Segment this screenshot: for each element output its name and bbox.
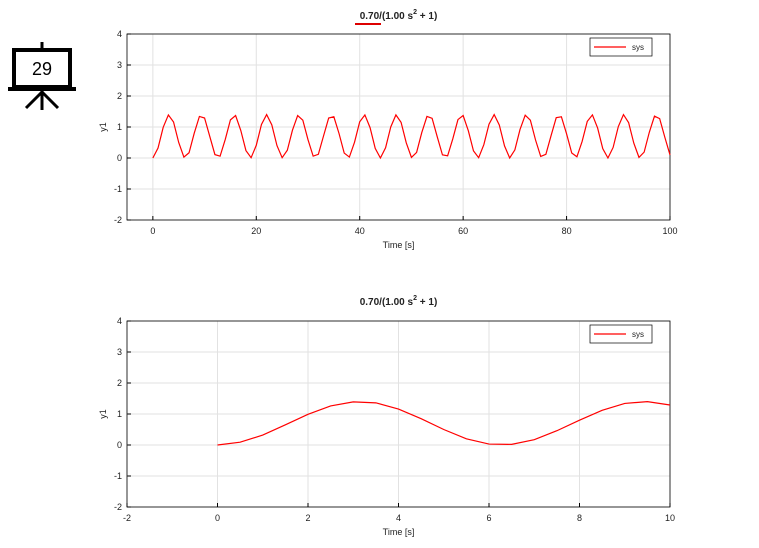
x-tick-label: 4 xyxy=(396,513,401,523)
slide-icon: 29 xyxy=(8,42,76,110)
chart-title: 0.70/(1.00 s2 + 1) xyxy=(360,9,438,22)
x-tick-label: 0 xyxy=(150,226,155,236)
y-tick-label: -1 xyxy=(114,471,122,481)
title-part: 2 xyxy=(413,9,417,16)
legend-label: sys xyxy=(632,330,644,339)
series-line xyxy=(217,400,671,446)
y-tick-label: -2 xyxy=(114,215,122,225)
y-tick-label: 4 xyxy=(117,316,122,326)
y-axis-label: y1 xyxy=(98,409,108,419)
plot-border xyxy=(126,33,671,221)
y-tick-label: 1 xyxy=(117,409,122,419)
y-tick-label: -1 xyxy=(114,184,122,194)
slide-number: 29 xyxy=(32,59,52,79)
y-tick-label: 1 xyxy=(117,122,122,132)
title-part: 0.70/(1.00 s xyxy=(360,297,414,308)
y-axis-label: y1 xyxy=(98,122,108,132)
x-tick-label: 10 xyxy=(665,513,675,523)
title-part: + 1) xyxy=(417,11,437,22)
x-tick-label: 0 xyxy=(215,513,220,523)
x-tick-label: 40 xyxy=(355,226,365,236)
y-tick-label: 4 xyxy=(117,29,122,39)
y-tick-label: 2 xyxy=(117,91,122,101)
x-axis-label: Time [s] xyxy=(383,527,415,537)
series-line xyxy=(152,113,671,160)
y-tick-label: 2 xyxy=(117,378,122,388)
x-tick-label: -2 xyxy=(123,513,131,523)
y-tick-label: 0 xyxy=(117,153,122,163)
x-tick-label: 20 xyxy=(251,226,261,236)
x-tick-label: 80 xyxy=(562,226,572,236)
y-tick-label: 0 xyxy=(117,440,122,450)
x-tick-label: 100 xyxy=(662,226,677,236)
x-tick-label: 60 xyxy=(458,226,468,236)
title-part: 2 xyxy=(413,295,417,302)
x-tick-label: 6 xyxy=(486,513,491,523)
chart-title: 0.70/(1.00 s2 + 1) xyxy=(360,295,438,308)
title-part: 0.70/(1.00 s xyxy=(360,11,414,22)
title-part: + 1) xyxy=(417,297,437,308)
y-tick-label: -2 xyxy=(114,502,122,512)
x-tick-label: 2 xyxy=(305,513,310,523)
legend-label: sys xyxy=(632,43,644,52)
y-tick-label: 3 xyxy=(117,347,122,357)
x-axis-label: Time [s] xyxy=(383,240,415,250)
plot-border xyxy=(126,320,671,508)
x-tick-label: 8 xyxy=(577,513,582,523)
y-tick-label: 3 xyxy=(117,60,122,70)
